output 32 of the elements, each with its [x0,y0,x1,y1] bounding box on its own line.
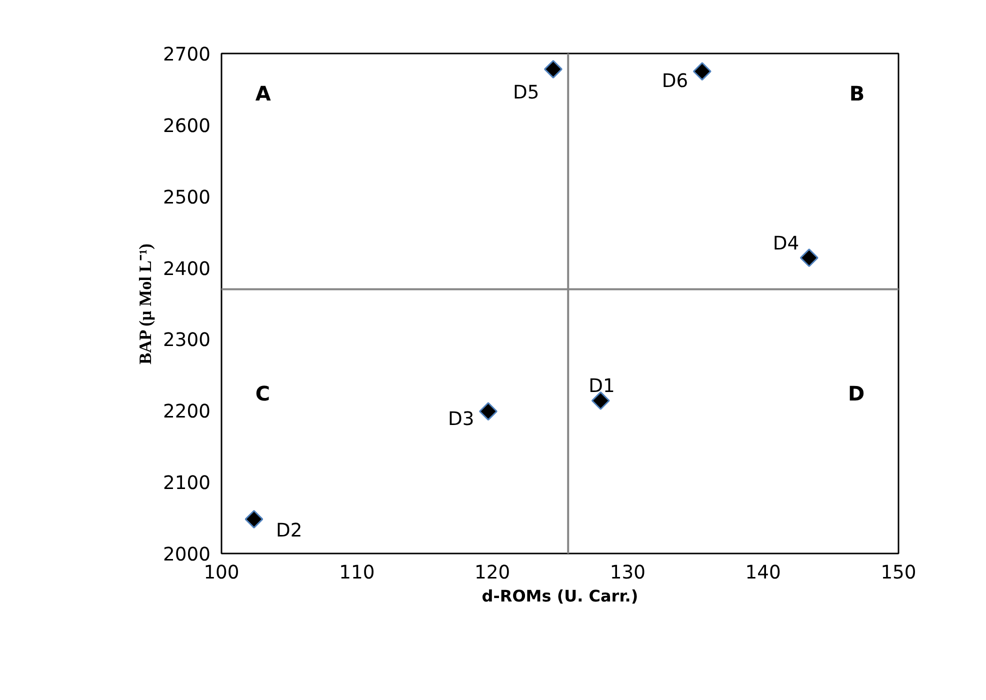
point [244,510,264,528]
y-tick-label: 2600 [163,116,211,137]
y-tick-label: 2300 [163,330,211,352]
annotation: B [849,82,865,106]
series-label: D1 [588,376,615,398]
series-label: D3 [448,408,474,430]
point [479,402,498,421]
series-label: D2 [276,520,302,542]
x-tick-label: 130 [610,562,646,584]
x-tick-label: 140 [745,562,781,584]
y-tick-label: 2000 [163,544,211,566]
point [692,62,712,81]
point [544,60,562,78]
annotation: A [255,82,272,106]
x-tick-label: 100 [204,562,240,584]
y-tick-label: 2500 [163,187,211,208]
point [591,391,610,410]
series-label: D4 [772,233,800,254]
point [800,248,818,268]
series-label: D5 [512,82,540,104]
x-tick-label: 120 [474,562,510,584]
series-label: D6 [662,70,688,92]
y-axis-title: BAP (µ Mol L⁻¹) [136,243,156,364]
annotation: C [255,382,270,406]
y-tick-label: 2400 [163,258,211,280]
y-tick-label: 2200 [163,402,211,423]
y-tick-label: 2100 [163,473,211,494]
x-axis-title: d-ROMs (U. Carr.) [482,586,638,606]
x-tick-label: 110 [339,562,375,584]
annotation: D [848,382,865,406]
x-tick-label: 150 [880,562,916,584]
y-tick-label: 2700 [163,44,211,66]
